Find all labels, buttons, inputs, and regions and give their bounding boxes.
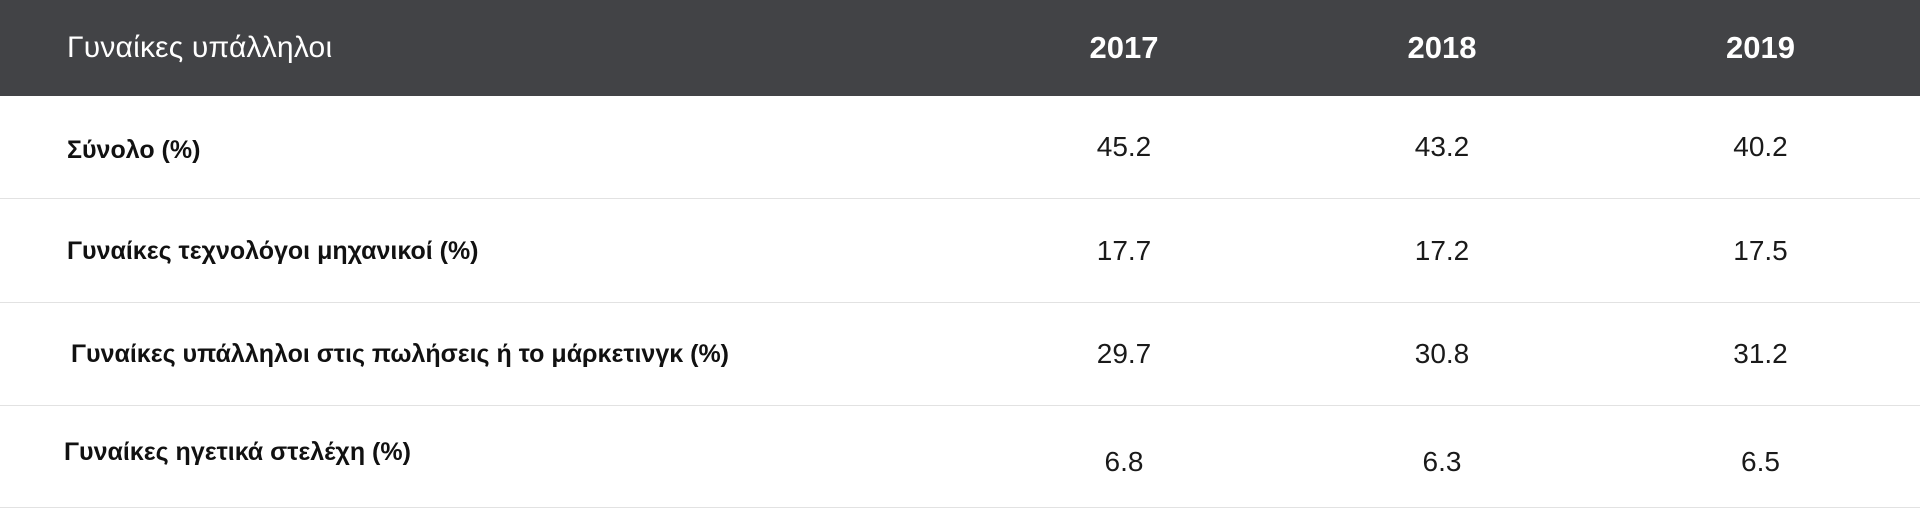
table-row-total: Σύνολο (%) 45.2 43.2 40.2 <box>0 95 1920 200</box>
header-year-2017: 2017 <box>1089 29 1159 65</box>
cell-value-2017: 29.7 <box>1096 338 1152 370</box>
cell-value-2018: 30.8 <box>1414 338 1470 370</box>
cell-value-2018: 6.3 <box>1422 445 1462 477</box>
cell-value-2018: 43.2 <box>1414 130 1470 162</box>
cell-value-2017: 17.7 <box>1096 234 1152 266</box>
cell-value-2019: 6.5 <box>1741 445 1780 477</box>
header-year-2019: 2019 <box>1726 29 1795 65</box>
cell-value-2019: 31.2 <box>1733 338 1788 370</box>
table-header: Γυναίκες υπάλληλοι 2017 2018 2019 <box>0 0 1920 96</box>
table-row-sales-marketing: Γυναίκες υπάλληλοι στις πωλήσεις ή το μά… <box>0 302 1920 407</box>
header-label: Γυναίκες υπάλληλοι <box>67 30 333 64</box>
cell-value-2019: 17.5 <box>1733 234 1788 266</box>
cell-value-2017: 6.8 <box>1104 445 1144 477</box>
row-label: Γυναίκες ηγετικά στελέχη (%) <box>64 438 411 467</box>
cell-value-2019: 40.2 <box>1733 130 1788 162</box>
row-label: Σύνολο (%) <box>67 136 201 165</box>
header-year-2018: 2018 <box>1407 29 1477 65</box>
cell-value-2017: 45.2 <box>1096 130 1152 162</box>
table-row-leadership: Γυναίκες ηγετικά στελέχη (%) 6.8 6.3 6.5 <box>0 406 1920 508</box>
row-label: Γυναίκες τεχνολόγοι μηχανικοί (%) <box>67 237 479 266</box>
table-row-engineers: Γυναίκες τεχνολόγοι μηχανικοί (%) 17.7 1… <box>0 199 1920 303</box>
cell-value-2018: 17.2 <box>1414 234 1470 266</box>
row-label: Γυναίκες υπάλληλοι στις πωλήσεις ή το μά… <box>71 339 730 368</box>
